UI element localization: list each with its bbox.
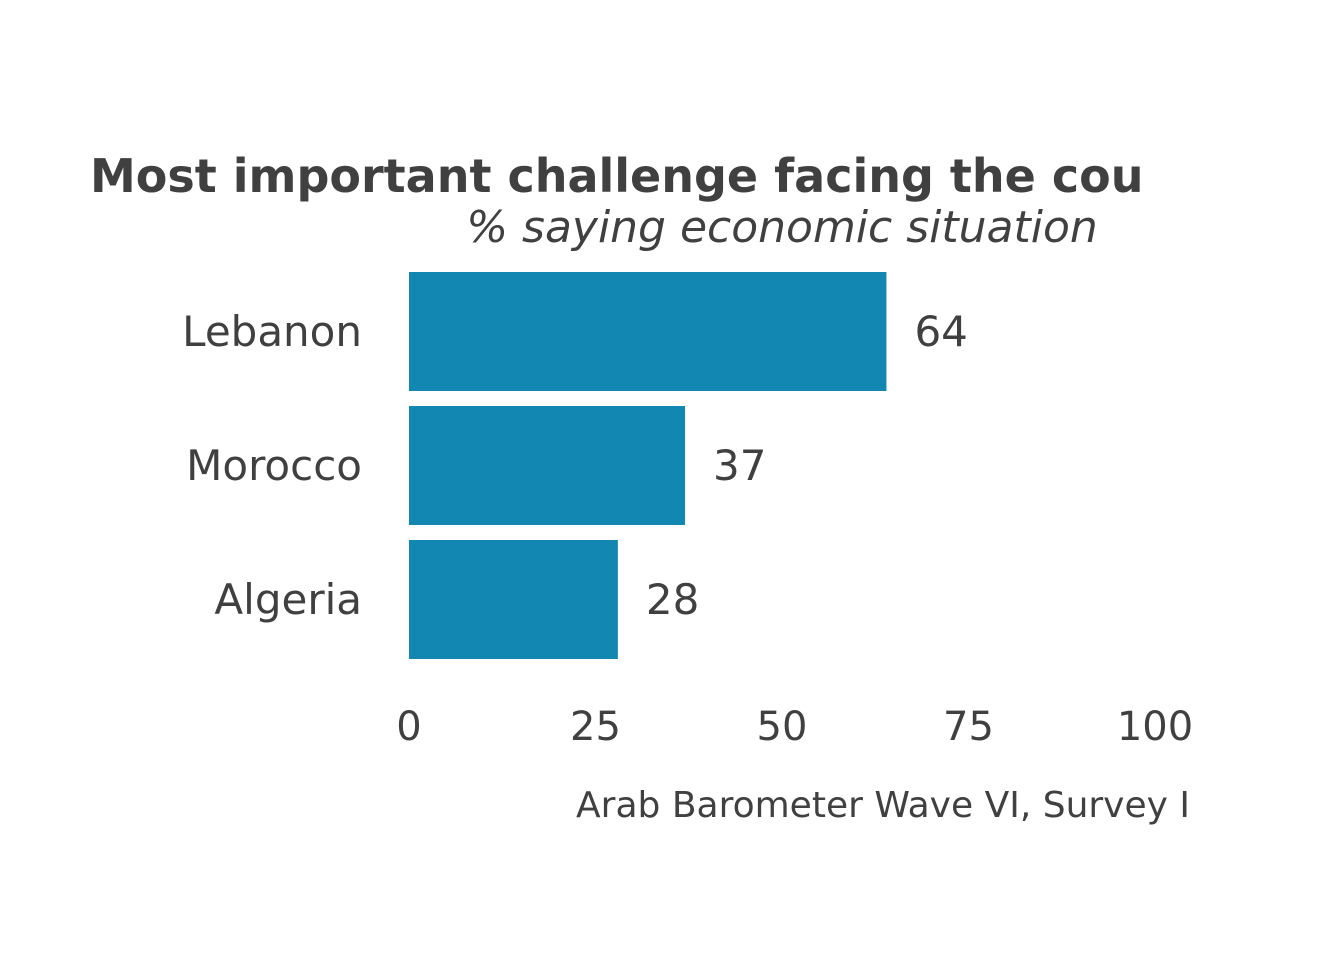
chart-caption: Arab Barometer Wave VI, Survey I [576, 785, 1190, 826]
value-label-lebanon: 64 [914, 307, 967, 356]
bars-group: Lebanon 64 Morocco 37 Algeria 28 [182, 272, 968, 659]
x-tick-label: 0 [396, 704, 421, 750]
x-tick-label: 50 [757, 704, 808, 750]
category-label-morocco: Morocco [186, 441, 362, 490]
bar-lebanon [409, 272, 887, 391]
x-tick-label: 25 [570, 704, 621, 750]
chart-subtitle: % saying economic situation [466, 202, 1098, 253]
category-label-algeria: Algeria [214, 575, 362, 624]
chart-title: Most important challenge facing the cou [90, 149, 1144, 203]
bar-algeria [409, 540, 618, 659]
x-tick-label: 75 [943, 704, 994, 750]
value-label-algeria: 28 [646, 575, 699, 624]
value-label-morocco: 37 [713, 441, 766, 490]
x-axis-ticks: 0 25 50 75 100 [396, 704, 1193, 750]
bar-morocco [409, 406, 686, 525]
category-label-lebanon: Lebanon [182, 307, 362, 356]
x-tick-label: 100 [1117, 704, 1193, 750]
